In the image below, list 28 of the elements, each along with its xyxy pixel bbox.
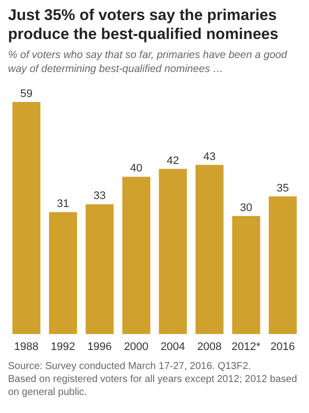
x-tick-label: 1996 — [87, 340, 112, 353]
chart-title: Just 35% of voters say the primaries produce the best-qualified nominees — [8, 6, 280, 44]
bar — [268, 196, 297, 334]
data-label: 30 — [240, 202, 252, 214]
data-label: 35 — [276, 182, 289, 194]
data-label: 59 — [20, 88, 33, 100]
bar — [49, 212, 78, 334]
source-note: Source: Survey conducted March 17-27, 2016. Q13F2. — [8, 360, 252, 373]
bar — [122, 176, 150, 334]
x-tick-label: 2012* — [232, 340, 262, 353]
bar — [196, 164, 224, 334]
bar — [86, 204, 114, 334]
data-label: 40 — [130, 162, 142, 175]
data-label: 43 — [203, 150, 216, 163]
data-label: 33 — [94, 190, 106, 202]
x-tick-label: 2008 — [197, 340, 222, 353]
text: Based on registered voters for all years except 2012; 2012 based on general public. — [8, 373, 298, 399]
data-label: 31 — [56, 198, 70, 210]
bar — [158, 168, 187, 334]
x-tick-label: 1992 — [50, 340, 76, 353]
x-tick-label: 1988 — [14, 340, 39, 353]
bar — [12, 102, 40, 334]
x-tick-label: 2004 — [160, 340, 186, 353]
chart-subtitle: % of voters who say that so far, primaries have been a good way of determining best-qualified nominees … — [8, 48, 288, 76]
x-tick-label: 2000 — [124, 340, 148, 353]
bar — [232, 216, 260, 334]
data-label: 42 — [166, 154, 180, 167]
x-tick-label: 2016 — [270, 340, 295, 353]
